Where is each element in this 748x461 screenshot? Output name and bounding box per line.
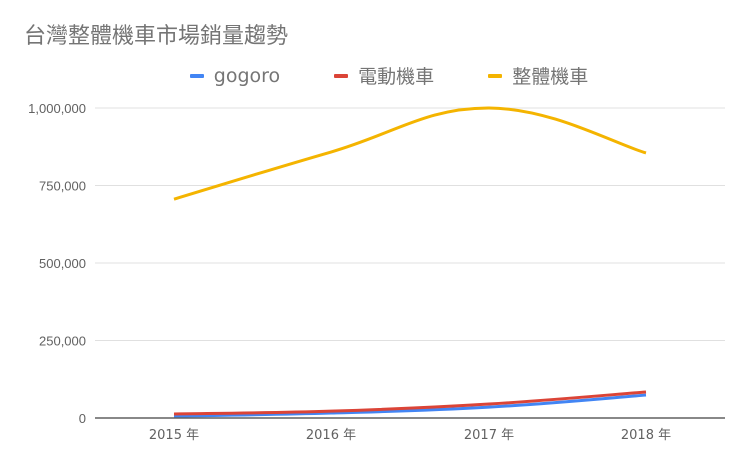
legend-swatch-total	[488, 73, 503, 78]
x-tick-label: 2016 年	[306, 428, 356, 443]
y-tick-label: 250,000	[39, 334, 86, 349]
x-axis-ticks: 2015 年 2016 年 2017 年 2018 年	[149, 428, 671, 443]
legend-swatch-electric	[334, 73, 349, 78]
gridlines	[95, 107, 725, 341]
series-lines	[173, 106, 647, 418]
legend-label-electric: 電動機車	[358, 66, 435, 88]
legend-item-electric[interactable]: 電動機車	[334, 62, 434, 89]
legend-swatch-gogoro	[189, 73, 204, 78]
legend-label-gogoro: gogoro	[213, 64, 281, 87]
y-axis-ticks: 0 250,000 500,000 750,000 1,000,000	[28, 101, 86, 426]
series-line-electric[interactable]	[173, 390, 647, 416]
legend: gogoro 電動機車 整體機車	[0, 62, 748, 89]
x-tick-label: 2015 年	[149, 428, 199, 443]
series-line-total[interactable]	[173, 106, 647, 201]
x-tick-label: 2017 年	[464, 428, 514, 443]
y-tick-label: 0	[79, 411, 86, 426]
legend-item-gogoro[interactable]: gogoro	[189, 62, 281, 89]
chart-title: 台灣整體機車市場銷量趨勢	[24, 24, 289, 49]
series-line-gogoro[interactable]	[173, 393, 647, 418]
y-tick-label: 500,000	[39, 256, 86, 271]
y-tick-label: 1,000,000	[28, 101, 86, 116]
legend-label-total: 整體機車	[512, 66, 589, 88]
legend-item-total[interactable]: 整體機車	[488, 62, 588, 89]
x-tick-label: 2018 年	[621, 428, 671, 443]
y-tick-label: 750,000	[39, 179, 86, 194]
